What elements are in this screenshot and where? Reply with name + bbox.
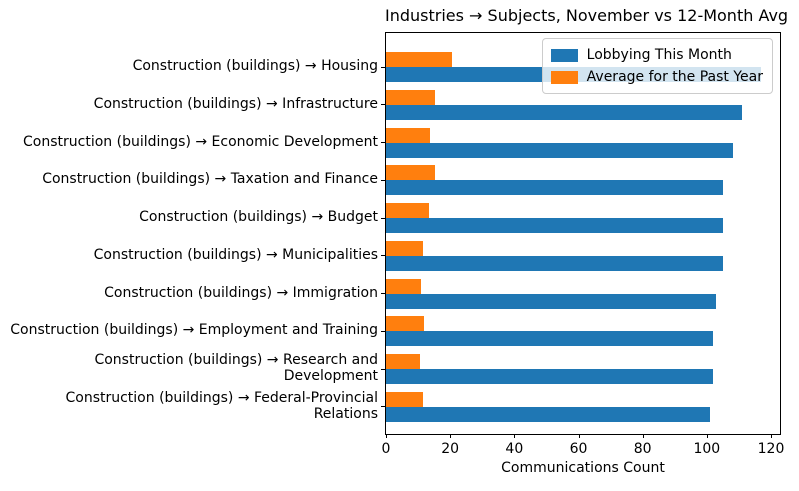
bar-this-month <box>386 331 714 347</box>
x-tick-label: 0 <box>381 441 391 457</box>
legend-swatch-past-year-icon <box>550 70 578 84</box>
y-tick-mark <box>381 66 385 68</box>
x-tick-label: 80 <box>633 441 652 457</box>
bar-past-year-avg <box>386 127 430 143</box>
y-tick-mark <box>381 104 385 106</box>
x-tick-mark <box>771 434 773 438</box>
bar-this-month <box>386 142 733 158</box>
y-tick-label: Construction (buildings) → Infrastructur… <box>93 95 378 112</box>
y-tick-label: Construction (buildings) → Research and … <box>94 352 378 384</box>
x-tick-mark <box>706 434 708 438</box>
y-tick-label: Construction (buildings) → Economic Deve… <box>23 133 378 150</box>
bar-this-month <box>386 180 723 196</box>
bar-past-year-avg <box>386 52 452 67</box>
bar-past-year-avg <box>386 391 423 407</box>
legend-swatch-this-month-icon <box>550 48 578 62</box>
bar-this-month <box>386 369 714 384</box>
x-tick-label: 100 <box>693 441 721 457</box>
bar-past-year-avg <box>386 278 421 294</box>
y-tick-label: Construction (buildings) → Taxation and … <box>42 171 378 188</box>
legend-label-this-month: Lobbying This Month <box>586 47 732 63</box>
x-tick-label: 60 <box>569 441 588 457</box>
y-tick-label: Construction (buildings) → Housing <box>132 58 378 74</box>
chart-title: Industries → Subjects, November vs 12-Mo… <box>385 6 789 25</box>
bar-past-year-avg <box>386 165 436 181</box>
x-tick-mark <box>386 434 387 438</box>
legend-label-past-year: Average for the Past Year <box>586 69 763 85</box>
y-tick-mark <box>381 255 385 257</box>
y-tick-label: Construction (buildings) → Municipalitie… <box>93 246 378 263</box>
bar-this-month <box>386 104 743 120</box>
legend-item-past-year: Average for the Past Year <box>550 66 763 88</box>
y-tick-mark <box>381 293 385 294</box>
x-axis-title: Communications Count <box>501 460 665 476</box>
x-tick-mark <box>642 434 644 438</box>
x-tick-label: 120 <box>757 441 785 457</box>
bar-this-month <box>386 218 723 233</box>
bar-past-year-avg <box>386 89 436 105</box>
x-tick-mark <box>514 434 516 438</box>
x-tick-label: 40 <box>505 441 524 457</box>
y-tick-label: Construction (buildings) → Federal-Provi… <box>65 389 378 422</box>
y-tick-mark <box>381 330 385 332</box>
bar-this-month <box>386 406 711 422</box>
y-tick-mark <box>381 142 385 143</box>
bar-past-year-avg <box>386 354 420 369</box>
y-tick-label: Construction (buildings) → Employment an… <box>10 322 378 339</box>
y-tick-mark <box>381 179 385 181</box>
legend: Lobbying This Month Average for the Past… <box>541 38 773 94</box>
x-tick-label: 20 <box>441 441 460 457</box>
x-tick-mark <box>450 434 452 438</box>
plot-area: Lobbying This Month Average for the Past… <box>381 32 784 476</box>
y-tick-label: Construction (buildings) → Immigration <box>104 284 378 301</box>
y-tick-mark <box>381 368 385 370</box>
legend-item-this-month: Lobbying This Month <box>550 44 763 66</box>
y-tick-label: Construction (buildings) → Budget <box>139 209 378 225</box>
x-tick-mark <box>578 434 580 438</box>
y-tick-mark <box>381 406 385 408</box>
bar-past-year-avg <box>386 316 424 332</box>
bar-past-year-avg <box>386 240 423 256</box>
bar-this-month <box>386 255 723 271</box>
bar-this-month <box>386 293 717 309</box>
bar-past-year-avg <box>386 203 430 218</box>
y-tick-mark <box>381 217 385 219</box>
